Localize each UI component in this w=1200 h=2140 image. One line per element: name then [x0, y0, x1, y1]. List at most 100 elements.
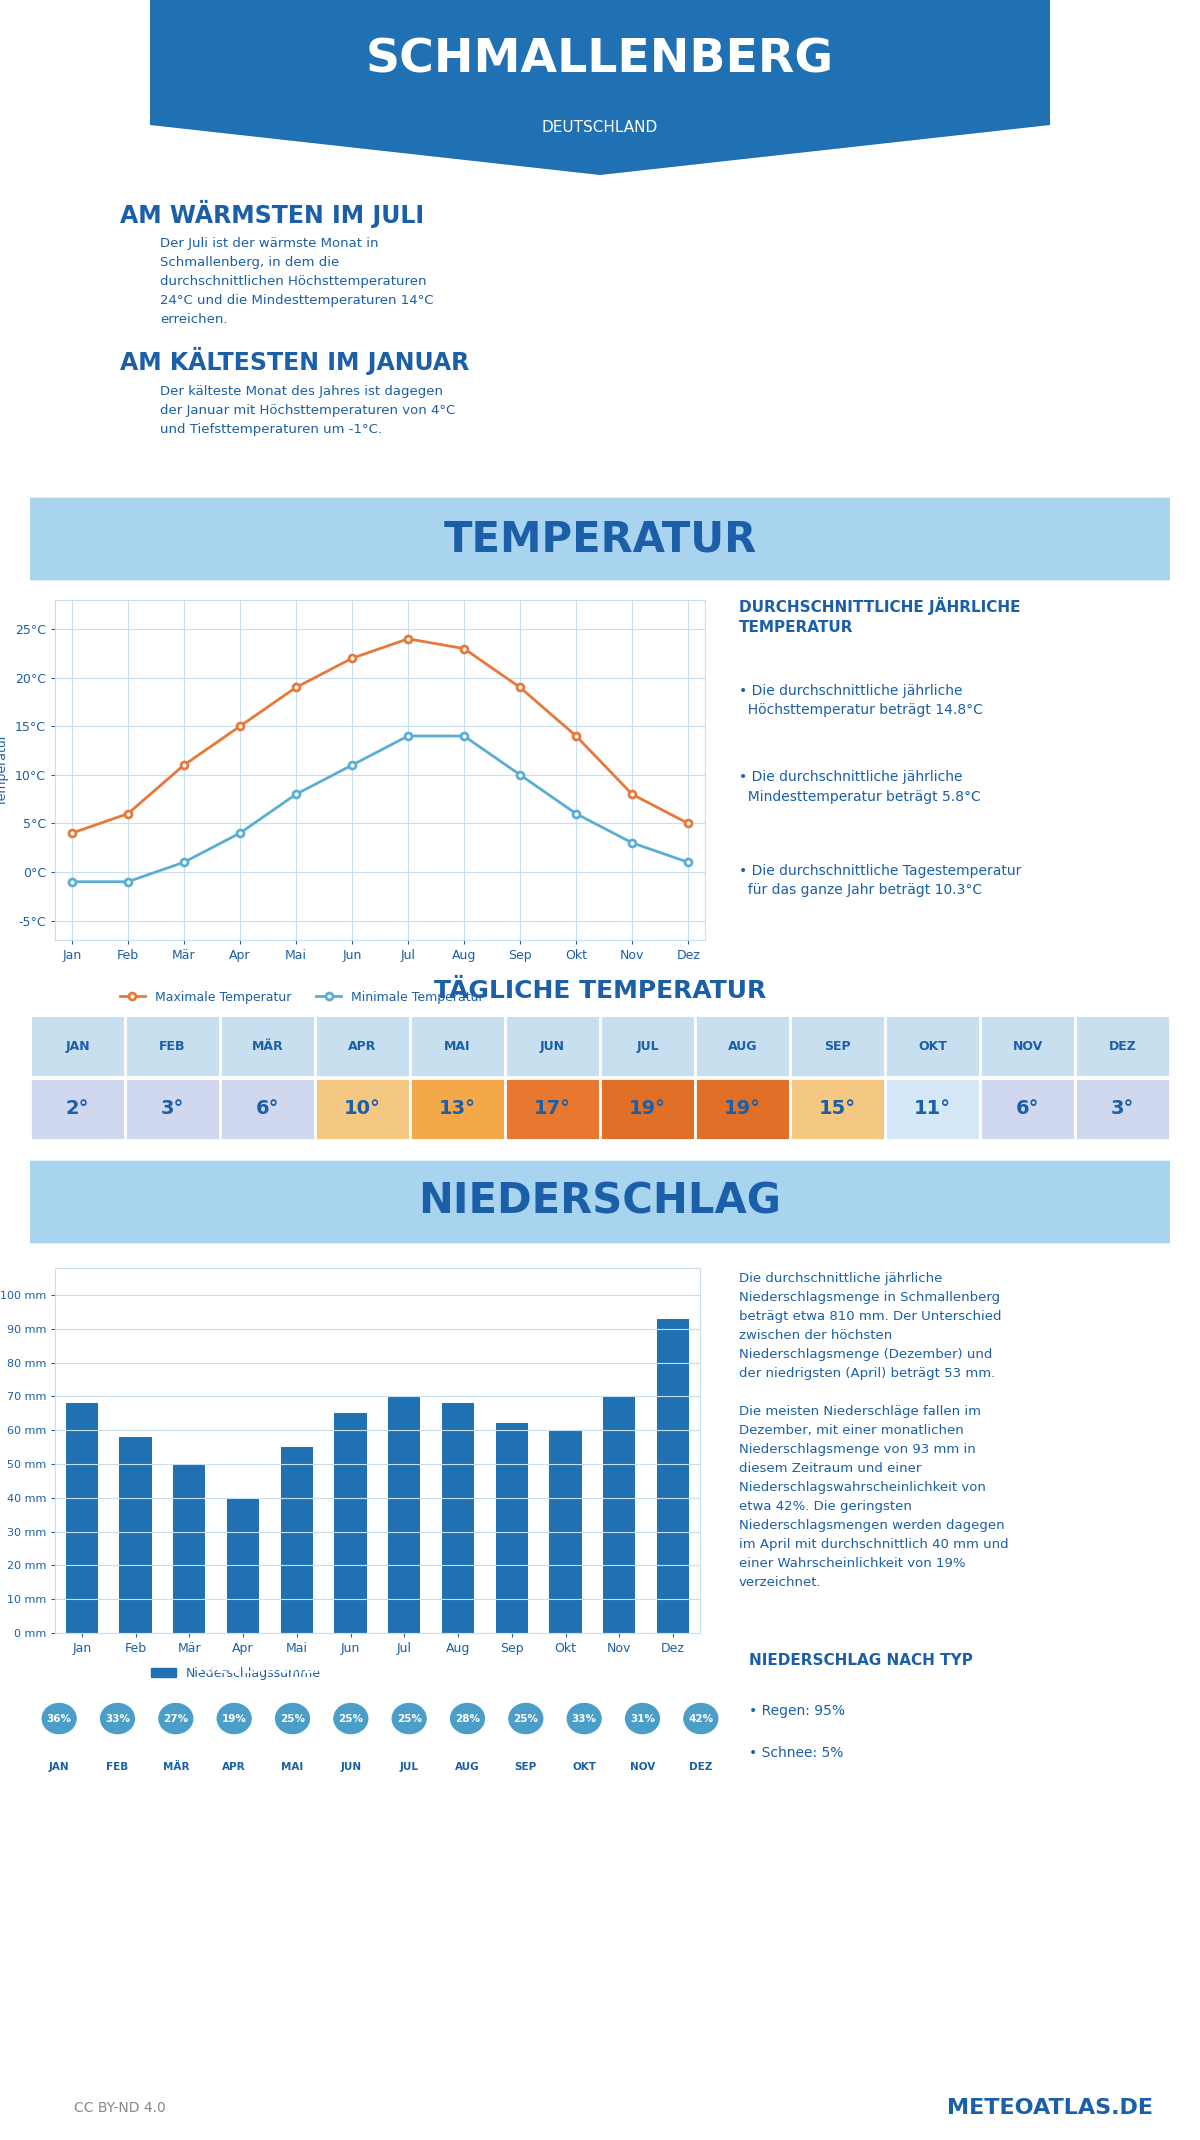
- Text: JUL: JUL: [400, 1763, 419, 1772]
- Text: 25%: 25%: [338, 1714, 364, 1723]
- Text: JAN: JAN: [49, 1763, 70, 1772]
- Text: • Die durchschnittliche Tagestemperatur
  für das ganze Jahr beträgt 10.3°C: • Die durchschnittliche Tagestemperatur …: [739, 865, 1021, 897]
- Text: NOV: NOV: [630, 1763, 655, 1772]
- Text: 17°: 17°: [534, 1100, 571, 1119]
- Text: DEUTSCHLAND: DEUTSCHLAND: [542, 120, 658, 135]
- Bar: [790, 1079, 886, 1141]
- Bar: [980, 1079, 1075, 1141]
- Text: NIEDERSCHLAG NACH TYP: NIEDERSCHLAG NACH TYP: [749, 1652, 973, 1667]
- Bar: [314, 1014, 410, 1079]
- Circle shape: [565, 1701, 602, 1736]
- Text: 33%: 33%: [571, 1714, 596, 1723]
- Text: 36%: 36%: [47, 1714, 72, 1723]
- FancyBboxPatch shape: [13, 499, 1187, 580]
- Circle shape: [508, 1701, 545, 1736]
- Text: APR: APR: [222, 1763, 246, 1772]
- Text: SEP: SEP: [824, 1040, 851, 1053]
- Bar: [442, 1404, 474, 1633]
- Text: 13°: 13°: [439, 1100, 476, 1119]
- Text: DEZ: DEZ: [689, 1763, 713, 1772]
- Text: 10°: 10°: [344, 1100, 380, 1119]
- Text: OKT: OKT: [572, 1763, 596, 1772]
- Bar: [410, 1014, 505, 1079]
- Text: METEOATLAS.DE: METEOATLAS.DE: [947, 2097, 1153, 2119]
- Text: 31%: 31%: [630, 1714, 655, 1723]
- Text: 27%: 27%: [163, 1714, 188, 1723]
- Circle shape: [390, 1701, 428, 1736]
- Circle shape: [41, 1701, 78, 1736]
- Text: MÄR: MÄR: [162, 1763, 190, 1772]
- Bar: [281, 1447, 313, 1633]
- Text: AM WÄRMSTEN IM JULI: AM WÄRMSTEN IM JULI: [120, 199, 424, 229]
- Text: FEB: FEB: [107, 1763, 128, 1772]
- Text: 6°: 6°: [256, 1100, 280, 1119]
- Text: JUN: JUN: [540, 1040, 565, 1053]
- Bar: [410, 1079, 505, 1141]
- Text: JUL: JUL: [636, 1040, 659, 1053]
- Bar: [656, 1318, 689, 1633]
- Text: DEZ: DEZ: [1109, 1040, 1136, 1053]
- Bar: [695, 1079, 790, 1141]
- Text: TEMPERATUR: TEMPERATUR: [443, 518, 757, 561]
- Bar: [695, 1014, 790, 1079]
- Bar: [1075, 1014, 1170, 1079]
- Circle shape: [449, 1701, 486, 1736]
- Text: • Die durchschnittliche jährliche
  Mindesttemperatur beträgt 5.8°C: • Die durchschnittliche jährliche Mindes…: [739, 770, 980, 802]
- Bar: [600, 1014, 695, 1079]
- Circle shape: [332, 1701, 370, 1736]
- Text: JUN: JUN: [341, 1763, 361, 1772]
- Text: 19%: 19%: [222, 1714, 247, 1723]
- Text: • Schnee: 5%: • Schnee: 5%: [749, 1746, 844, 1759]
- Text: SCHMALLENBERG: SCHMALLENBERG: [366, 39, 834, 83]
- Text: MÄR: MÄR: [252, 1040, 283, 1053]
- Text: 6°: 6°: [1015, 1100, 1039, 1119]
- Text: Die durchschnittliche jährliche
Niederschlagsmenge in Schmallenberg
beträgt etwa: Die durchschnittliche jährliche Niedersc…: [739, 1271, 1009, 1588]
- Text: 25%: 25%: [280, 1714, 305, 1723]
- Text: 11°: 11°: [914, 1100, 952, 1119]
- Bar: [66, 1404, 98, 1633]
- Bar: [505, 1079, 600, 1141]
- Y-axis label: Temperatur: Temperatur: [0, 734, 10, 807]
- Text: 3°: 3°: [161, 1100, 184, 1119]
- Text: CC BY-ND 4.0: CC BY-ND 4.0: [74, 2101, 166, 2114]
- Bar: [496, 1423, 528, 1633]
- Text: AUG: AUG: [727, 1040, 757, 1053]
- Bar: [1075, 1079, 1170, 1141]
- Text: APR: APR: [348, 1040, 377, 1053]
- FancyBboxPatch shape: [13, 1160, 1187, 1243]
- Bar: [120, 1436, 151, 1633]
- Text: • Regen: 95%: • Regen: 95%: [749, 1703, 845, 1718]
- Circle shape: [216, 1701, 253, 1736]
- Polygon shape: [150, 0, 1050, 175]
- Text: NOV: NOV: [1013, 1040, 1043, 1053]
- Bar: [125, 1014, 220, 1079]
- Bar: [30, 1014, 125, 1079]
- Circle shape: [624, 1701, 661, 1736]
- Bar: [30, 1079, 125, 1141]
- Bar: [335, 1412, 367, 1633]
- Bar: [886, 1014, 980, 1079]
- Circle shape: [274, 1701, 311, 1736]
- Bar: [505, 1014, 600, 1079]
- Bar: [227, 1498, 259, 1633]
- Text: 19°: 19°: [629, 1100, 666, 1119]
- Bar: [980, 1014, 1075, 1079]
- Text: DURCHSCHNITTLICHE JÄHRLICHE
TEMPERATUR: DURCHSCHNITTLICHE JÄHRLICHE TEMPERATUR: [739, 597, 1020, 636]
- Text: 19°: 19°: [724, 1100, 761, 1119]
- Text: AM KÄLTESTEN IM JANUAR: AM KÄLTESTEN IM JANUAR: [120, 347, 469, 374]
- Circle shape: [682, 1701, 720, 1736]
- Text: MAI: MAI: [444, 1040, 470, 1053]
- Text: NIEDERSCHLAG: NIEDERSCHLAG: [419, 1181, 781, 1222]
- Text: TÄGLICHE TEMPERATUR: TÄGLICHE TEMPERATUR: [434, 978, 766, 1004]
- Bar: [220, 1079, 314, 1141]
- Text: AUG: AUG: [455, 1763, 480, 1772]
- Bar: [600, 1079, 695, 1141]
- Text: NIEDERSCHLAGSWAHRSCHEINLICHKEIT: NIEDERSCHLAGSWAHRSCHEINLICHKEIT: [196, 1658, 564, 1678]
- Text: SEP: SEP: [515, 1763, 536, 1772]
- Text: OKT: OKT: [918, 1040, 947, 1053]
- Text: FEB: FEB: [160, 1040, 186, 1053]
- Text: Der kälteste Monat des Jahres ist dagegen
der Januar mit Höchsttemperaturen von : Der kälteste Monat des Jahres ist dagege…: [160, 385, 455, 437]
- Text: 3°: 3°: [1111, 1100, 1134, 1119]
- Bar: [550, 1430, 582, 1633]
- Text: 25%: 25%: [397, 1714, 421, 1723]
